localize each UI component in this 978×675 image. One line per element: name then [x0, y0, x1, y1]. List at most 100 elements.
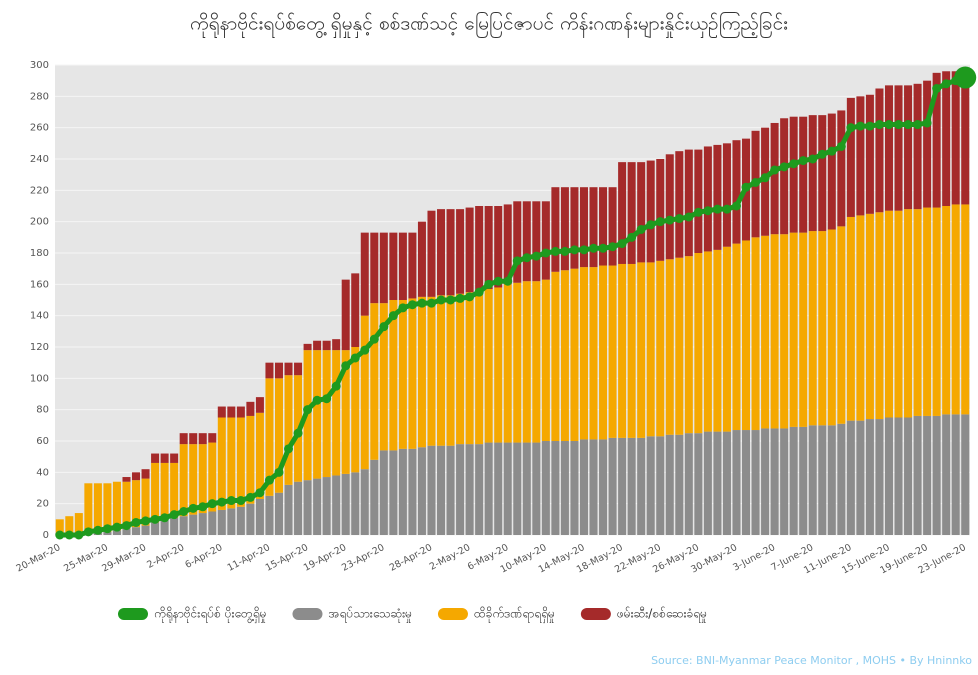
legend-item: ဖမ်းဆီး/စစ်ဆေးခံရမှု	[580, 606, 707, 624]
line-marker	[503, 276, 513, 286]
y-tick-label: 0	[43, 530, 49, 541]
line-marker	[817, 149, 827, 159]
bar	[656, 159, 665, 261]
bar	[284, 362, 293, 376]
bar	[875, 419, 884, 535]
line-marker	[894, 120, 904, 130]
bar	[303, 343, 312, 351]
bar	[770, 428, 779, 535]
bar	[132, 480, 141, 528]
line-marker	[160, 513, 170, 523]
bar	[398, 232, 407, 300]
bar	[437, 209, 446, 296]
bar	[646, 436, 655, 535]
line-marker	[789, 159, 799, 169]
bar	[570, 441, 579, 535]
bar	[93, 483, 102, 532]
bar	[751, 430, 760, 535]
bar	[437, 295, 446, 446]
bar	[684, 433, 693, 535]
bar	[322, 350, 331, 478]
bar	[884, 417, 893, 535]
line-marker	[655, 217, 665, 227]
bar	[417, 221, 426, 297]
bar	[856, 215, 865, 421]
bar	[294, 481, 303, 535]
bar	[236, 506, 245, 535]
bar	[923, 415, 932, 535]
line-marker	[474, 287, 484, 297]
bar	[865, 213, 874, 420]
bar	[837, 110, 846, 227]
bar	[827, 425, 836, 535]
legend-swatch	[118, 608, 148, 620]
bar	[351, 347, 360, 473]
bar	[456, 444, 465, 535]
legend-item: ထိခိုက်ဒဏ်ရာရရှိမှု	[437, 606, 555, 624]
x-tick-label: 6-Apr-20	[183, 542, 224, 571]
bar	[608, 187, 617, 266]
bar	[475, 444, 484, 535]
bar	[951, 414, 960, 535]
y-tick-label: 60	[36, 436, 49, 447]
bar	[313, 478, 322, 535]
line-marker	[760, 173, 770, 183]
bar	[551, 187, 560, 272]
bar	[370, 232, 379, 304]
line-marker	[341, 361, 351, 371]
bar	[513, 282, 522, 443]
bar	[189, 433, 198, 445]
bar	[837, 423, 846, 535]
bar	[170, 453, 179, 463]
bar	[942, 414, 951, 535]
bar	[227, 406, 236, 418]
bar	[141, 478, 150, 526]
bar	[608, 265, 617, 438]
bar	[637, 437, 646, 535]
bar	[265, 495, 274, 535]
bar	[341, 350, 350, 474]
line-marker	[255, 488, 265, 498]
bar	[961, 204, 970, 415]
bar	[503, 442, 512, 535]
bar	[494, 206, 503, 288]
bar	[446, 295, 455, 446]
bar	[255, 412, 264, 499]
y-tick-label: 80	[36, 405, 49, 416]
bar	[322, 477, 331, 535]
bar	[141, 525, 150, 535]
x-tick-label: 2-May-20	[428, 542, 472, 573]
bar	[932, 415, 941, 535]
line-marker	[322, 394, 332, 404]
bar	[246, 503, 255, 535]
bar	[541, 441, 550, 535]
bar	[703, 431, 712, 535]
line-marker	[522, 253, 532, 263]
line-marker	[865, 121, 875, 131]
line-marker	[798, 156, 808, 166]
bar	[560, 441, 569, 535]
line-marker	[417, 298, 427, 308]
line-marker	[932, 84, 942, 93]
bar	[827, 113, 836, 230]
bar	[217, 509, 226, 535]
bar	[122, 481, 131, 529]
bar	[522, 281, 531, 443]
bar	[618, 263, 627, 438]
bar	[437, 445, 446, 535]
bar	[170, 517, 179, 535]
line-marker	[531, 251, 541, 261]
bar	[217, 406, 226, 418]
line-marker	[922, 118, 932, 128]
line-marker	[465, 292, 475, 302]
bar	[408, 298, 417, 449]
bar	[627, 162, 636, 264]
bar	[589, 439, 598, 535]
bar	[313, 340, 322, 351]
bar	[294, 362, 303, 376]
legend-item: အရပ်သားသေဆုံးမှု	[292, 606, 412, 624]
bar	[351, 273, 360, 347]
bar	[570, 187, 579, 269]
line-marker	[608, 242, 618, 252]
bar	[236, 417, 245, 507]
